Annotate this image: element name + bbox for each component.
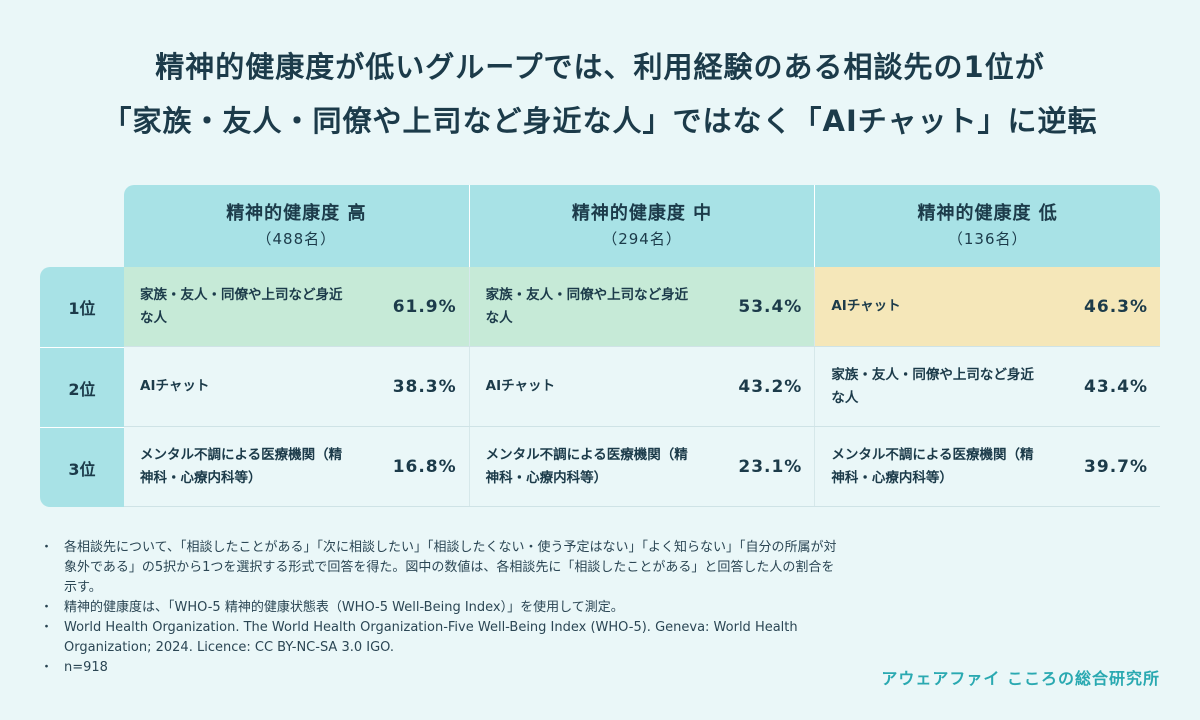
header-low: 精神的健康度 低 （136名） — [814, 185, 1160, 267]
cell-label: メンタル不調による医療機関（精神科・心療内科等） — [831, 446, 1034, 486]
rank-1: 1位 — [68, 299, 96, 318]
cell-label: 家族・友人・同僚や上司など身近な人 — [140, 286, 343, 326]
table-body: 家族・友人・同僚や上司など身近な人 61.9% 家族・友人・同僚や上司など身近な… — [124, 267, 1161, 507]
cell-value: 39.7% — [1084, 456, 1149, 477]
cell-label: AIチャット — [140, 378, 210, 394]
cell-value: 38.3% — [392, 376, 457, 397]
header-count: （488名） — [256, 230, 337, 248]
rank-2: 2位 — [40, 347, 124, 427]
header-high: 精神的健康度 高 （488名） — [124, 185, 469, 267]
cell-value: 53.4% — [738, 296, 803, 317]
title-line-2: 「家族・友人・同僚や上司など身近な人」ではなく「AIチャット」に逆転 — [102, 104, 1098, 138]
cell-value: 16.8% — [392, 456, 457, 477]
cell-value: 43.2% — [738, 376, 803, 397]
cell-value: 61.9% — [392, 296, 457, 317]
footnote: 精神的健康度は、「WHO-5 精神的健康状態表（WHO-5 Well-Being… — [40, 598, 840, 618]
page-title: 精神的健康度が低いグループでは、利用経験のある相談先の1位が 「家族・友人・同僚… — [0, 40, 1200, 148]
cell-label: AIチャット — [485, 378, 556, 394]
table-cell: メンタル不調による医療機関（精神科・心療内科等） 16.8% — [124, 427, 469, 506]
footnote: n=918 — [40, 658, 840, 678]
table-cell: AIチャット 43.2% — [468, 347, 815, 426]
header-label: 精神的健康度 低 — [917, 203, 1058, 224]
cell-label: AIチャット — [831, 298, 901, 314]
table-cell: 家族・友人・同僚や上司など身近な人 61.9% — [124, 267, 469, 346]
table-row: 家族・友人・同僚や上司など身近な人 61.9% 家族・友人・同僚や上司など身近な… — [124, 267, 1161, 347]
table-cell: AIチャット 38.3% — [124, 347, 469, 426]
footnotes: 各相談先について、「相談したことがある」「次に相談したい」「相談したくない・使う… — [40, 538, 840, 678]
rank-3: 3位 — [40, 427, 124, 507]
table-cell: メンタル不調による医療機関（精神科・心療内科等） 23.1% — [468, 427, 815, 506]
table-header: 精神的健康度 高 （488名） 精神的健康度 中 （294名） 精神的健康度 低… — [124, 185, 1160, 267]
table-row: メンタル不調による医療機関（精神科・心療内科等） 16.8% メンタル不調による… — [124, 427, 1160, 507]
rank-column: 1位 2位 3位 — [40, 267, 124, 507]
title-line-1: 精神的健康度が低いグループでは、利用経験のある相談先の1位が — [155, 50, 1045, 84]
header-count: （294名） — [602, 230, 682, 248]
brand-logo-text: アウェアファイ こころの総合研究所 — [881, 669, 1160, 688]
footnote: World Health Organization. The World Hea… — [40, 618, 840, 658]
cell-value: 46.3% — [1084, 296, 1149, 317]
header-mid: 精神的健康度 中 （294名） — [468, 185, 815, 267]
table-row: AIチャット 38.3% AIチャット 43.2% 家族・友人・同僚や上司など身… — [124, 347, 1160, 427]
table-cell: 家族・友人・同僚や上司など身近な人 43.4% — [814, 347, 1160, 426]
cell-label: メンタル不調による医療機関（精神科・心療内科等） — [485, 446, 688, 486]
footnote: 各相談先について、「相談したことがある」「次に相談したい」「相談したくない・使う… — [40, 538, 840, 598]
cell-value: 43.4% — [1084, 376, 1149, 397]
table-cell: 家族・友人・同僚や上司など身近な人 53.4% — [468, 267, 815, 346]
header-label: 精神的健康度 高 — [226, 203, 367, 224]
table-cell: AIチャット 46.3% — [814, 267, 1161, 346]
cell-label: 家族・友人・同僚や上司など身近な人 — [485, 286, 689, 326]
header-count: （136名） — [947, 230, 1028, 248]
cell-label: 家族・友人・同僚や上司など身近な人 — [831, 366, 1034, 406]
cell-label: メンタル不調による医療機関（精神科・心療内科等） — [140, 446, 343, 486]
header-label: 精神的健康度 中 — [571, 203, 713, 224]
table-cell: メンタル不調による医療機関（精神科・心療内科等） 39.7% — [814, 427, 1160, 506]
ranking-table: 精神的健康度 高 （488名） 精神的健康度 中 （294名） 精神的健康度 低… — [40, 185, 1161, 507]
cell-value: 23.1% — [738, 456, 803, 477]
